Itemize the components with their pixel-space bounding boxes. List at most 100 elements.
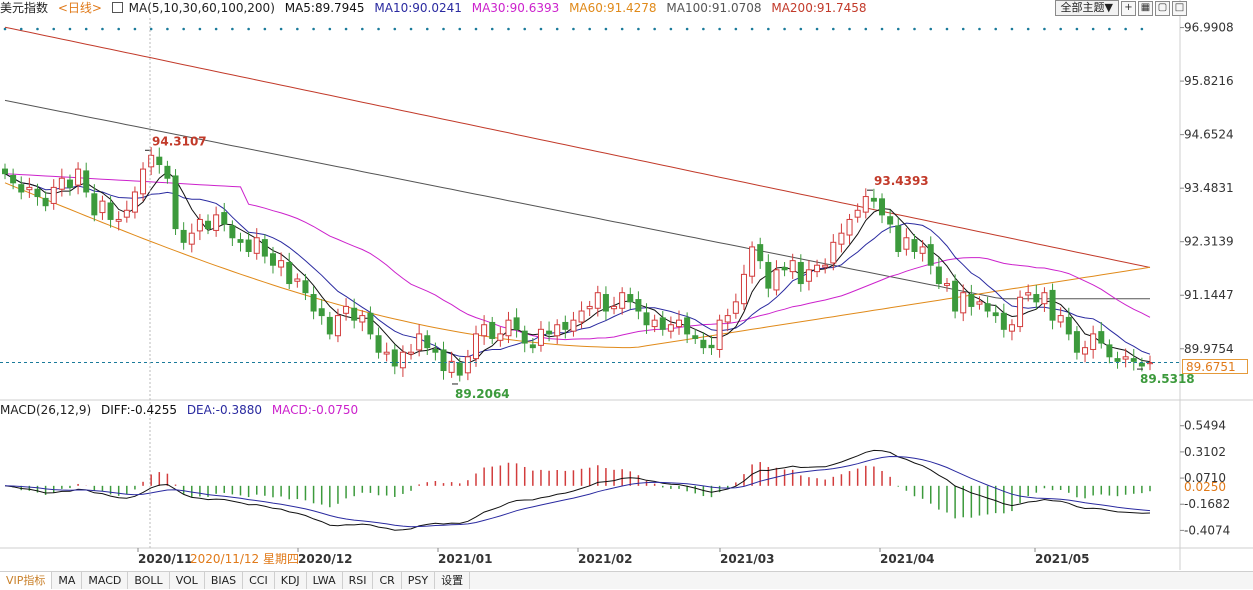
candle-body xyxy=(1049,289,1056,321)
signal-dot xyxy=(637,27,640,31)
y-tick-label: 95.8216 xyxy=(1184,74,1234,88)
signal-dot xyxy=(896,27,900,31)
candle-body xyxy=(188,232,195,245)
candle-body xyxy=(740,273,747,305)
signal-dot xyxy=(296,27,299,31)
candle-body xyxy=(58,177,65,190)
ma-settings-icon[interactable] xyxy=(111,2,123,13)
y-tick-label: 93.4831 xyxy=(1184,181,1234,195)
tab-7[interactable]: KDJ xyxy=(275,572,307,589)
tab-12[interactable]: 设置 xyxy=(435,572,471,589)
ma100-value: MA100:91.0708 xyxy=(666,1,762,15)
tab-8[interactable]: LWA xyxy=(307,572,343,589)
candle-body xyxy=(383,351,390,355)
signal-dot xyxy=(279,27,283,31)
diff-line xyxy=(4,449,1151,531)
y-tick-label: 89.9754 xyxy=(1184,342,1234,356)
signal-dot xyxy=(68,27,72,31)
signal-dot xyxy=(1026,27,1030,31)
candle-body xyxy=(221,212,228,225)
signal-dot xyxy=(539,27,543,31)
tab-2[interactable]: MACD xyxy=(82,572,129,589)
candle-body xyxy=(1057,315,1064,323)
candle-body xyxy=(2,168,8,175)
tab-5[interactable]: BIAS xyxy=(205,572,244,589)
signal-dot xyxy=(36,27,39,31)
tab-3[interactable]: BOLL xyxy=(128,572,170,589)
candle-body xyxy=(879,198,886,216)
x-tick-label: 2020/12 xyxy=(298,552,352,566)
candle-body xyxy=(692,335,699,339)
candle-body xyxy=(708,344,715,349)
tab-4[interactable]: VOL xyxy=(170,572,205,589)
candle-body xyxy=(797,261,804,285)
grid-icon[interactable]: ▦ xyxy=(1138,0,1153,16)
signal-dot xyxy=(864,27,868,31)
candle-body xyxy=(1041,292,1048,305)
candle-body xyxy=(148,154,155,168)
candle-body xyxy=(1000,312,1007,330)
candle-body xyxy=(99,200,106,214)
candle-body xyxy=(205,220,212,230)
signal-dot xyxy=(978,27,981,31)
signal-dot xyxy=(620,27,624,31)
candle-body xyxy=(635,299,642,312)
candle-body xyxy=(757,244,764,262)
candle-body xyxy=(602,294,609,312)
candle-body xyxy=(367,312,374,335)
candle-body xyxy=(1090,333,1097,350)
tab-6[interactable]: CCI xyxy=(243,572,275,589)
restore-icon[interactable]: ▢ xyxy=(1155,0,1170,16)
macd-y-tick-label: 0.5494 xyxy=(1184,419,1226,433)
candle-body xyxy=(180,229,187,243)
candle-body xyxy=(10,174,17,184)
signal-dot xyxy=(1043,27,1046,31)
candle-body xyxy=(529,344,536,349)
candle-body xyxy=(432,348,439,353)
crosshair-icon[interactable]: + xyxy=(1121,0,1136,16)
signal-dot xyxy=(929,27,933,31)
candle-body xyxy=(594,292,601,309)
signal-dot xyxy=(344,27,348,31)
macd-macd-value: MACD:-0.0750 xyxy=(271,403,359,417)
signal-dot xyxy=(166,27,169,31)
candle-body xyxy=(213,214,220,231)
candle-body xyxy=(26,186,33,191)
extreme-label: 89.2064 xyxy=(455,387,510,401)
signal-dot xyxy=(442,27,445,31)
candle-body xyxy=(302,280,309,294)
signal-dot xyxy=(685,27,689,31)
signal-dot xyxy=(247,27,250,31)
signal-dot xyxy=(1075,27,1079,31)
candle-body xyxy=(578,310,585,323)
signal-dot xyxy=(377,27,380,31)
candle-body xyxy=(968,294,975,307)
signal-dot xyxy=(1140,27,1144,31)
maximize-icon[interactable]: □ xyxy=(1172,0,1187,16)
tab-1[interactable]: MA xyxy=(52,572,83,589)
candle-body xyxy=(1033,294,1040,303)
candle-body xyxy=(935,266,942,285)
candle-body xyxy=(505,319,512,337)
ma10-line xyxy=(4,173,1151,358)
theme-dropdown[interactable]: 全部主题▼ xyxy=(1054,0,1119,16)
ma30-line xyxy=(4,173,1151,341)
candle-body xyxy=(75,168,82,186)
candle-body xyxy=(643,312,650,326)
candle-body xyxy=(140,168,147,195)
tab-9[interactable]: RSI xyxy=(343,572,374,589)
tab-10[interactable]: CR xyxy=(373,572,402,589)
macd-header: MACD(26,12,9) DIFF:-0.4255 DEA:-0.3880 M… xyxy=(0,402,364,418)
candle-body xyxy=(269,253,276,266)
candle-body xyxy=(943,283,950,286)
candle-body xyxy=(1138,362,1145,367)
signal-dot xyxy=(425,27,429,31)
ma200-value: MA200:91.7458 xyxy=(771,1,867,15)
candle-body xyxy=(976,301,983,305)
candle-body xyxy=(416,333,423,351)
period-selector[interactable]: <日线> xyxy=(57,1,102,15)
signal-dot xyxy=(588,27,591,31)
last-price-badge: 89.6751 xyxy=(1182,359,1248,374)
tab-11[interactable]: PSY xyxy=(402,572,436,589)
tab-0[interactable]: VIP指标 xyxy=(0,572,53,589)
